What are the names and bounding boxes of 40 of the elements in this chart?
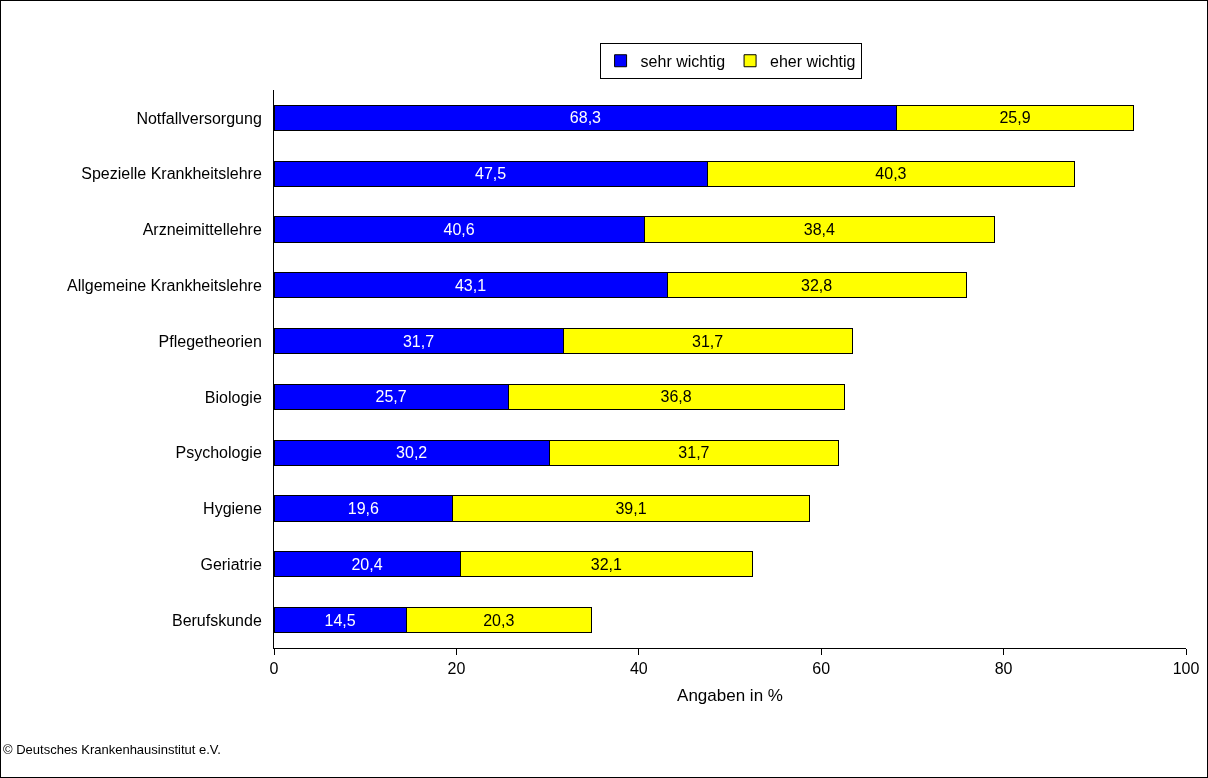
data-label: 20,4 (351, 555, 383, 573)
y-tick-label: Psychologie (175, 444, 262, 462)
y-tick-label: Allgemeine Krankheitslehre (67, 276, 262, 294)
data-label: 14,5 (324, 611, 356, 629)
data-label: 25,9 (999, 109, 1031, 127)
data-label: 31,7 (402, 332, 435, 350)
x-tick-label: 0 (269, 660, 279, 678)
y-tick-label: Arzneimittellehre (142, 221, 262, 239)
data-label: 40,3 (875, 165, 907, 183)
y-tick-label: Spezielle Krankheitslehre (81, 165, 262, 183)
data-label: 39,1 (615, 500, 647, 518)
x-tick-label: 40 (629, 660, 648, 678)
data-label: 19,6 (347, 500, 379, 518)
y-tick-label: Geriatrie (200, 555, 262, 573)
x-tick-label: 60 (812, 660, 831, 678)
data-label: 36,8 (660, 388, 692, 406)
data-label: 68,3 (569, 109, 602, 127)
data-label: 38,4 (803, 221, 835, 239)
data-label: 20,3 (483, 611, 515, 629)
data-label: 40,6 (443, 221, 475, 239)
x-tick-label: 20 (447, 660, 466, 678)
y-tick-label: Biologie (204, 388, 262, 406)
data-label: 31,7 (678, 444, 710, 462)
data-label: 30,2 (396, 444, 428, 462)
legend-label: eher wichtig (770, 52, 856, 70)
data-label: 25,7 (375, 388, 407, 406)
data-label: 32,1 (590, 555, 623, 573)
text: © Deutsches Krankenhausinstitut e.V. (3, 742, 221, 757)
y-tick-label: Notfallversorgung (136, 109, 262, 127)
x-tick-label: 80 (994, 660, 1013, 678)
data-label: 32,8 (801, 276, 833, 294)
data-label: 31,7 (692, 332, 724, 350)
legend-label: sehr wichtig (640, 52, 726, 70)
data-label: 43,1 (454, 276, 487, 294)
y-tick-label: Hygiene (203, 500, 262, 518)
x-axis-title: Angaben in % (677, 685, 783, 705)
y-tick-label: Berufskunde (171, 611, 262, 629)
data-label: 47,5 (474, 165, 507, 183)
y-tick-label: Pflegetheorien (158, 332, 262, 350)
x-tick-label: 100 (1172, 660, 1200, 678)
